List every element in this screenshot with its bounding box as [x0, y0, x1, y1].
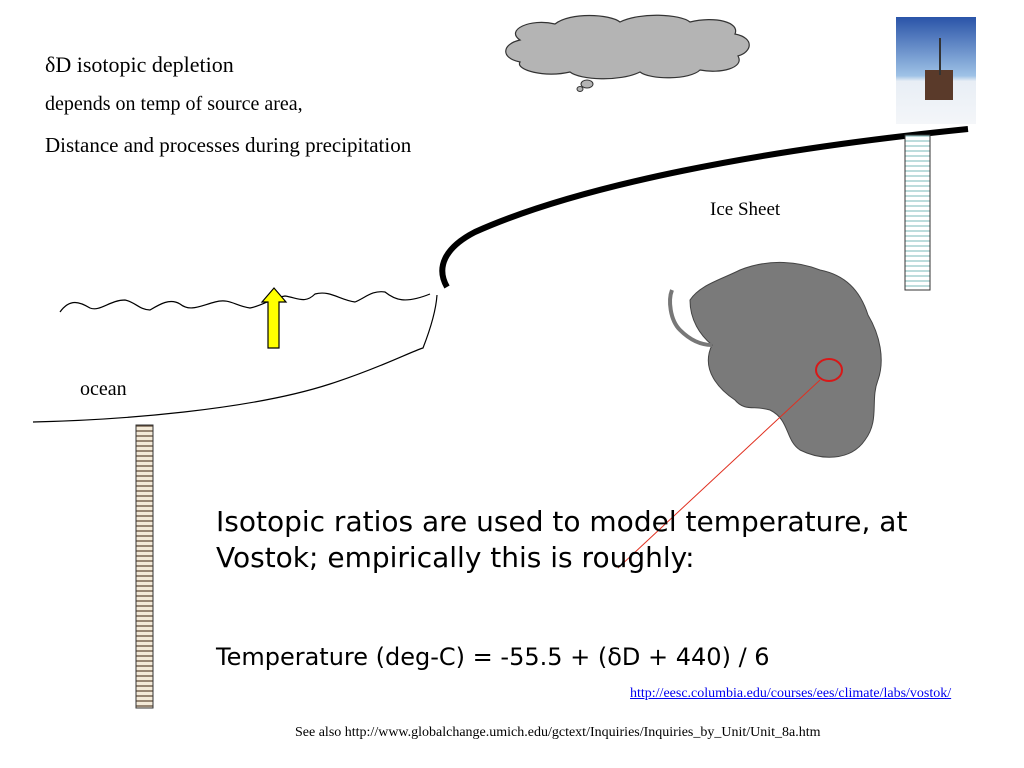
waves — [59, 291, 431, 313]
cloud-puff — [576, 86, 584, 92]
ice-sheet-surface — [439, 126, 969, 289]
ice-core — [904, 134, 931, 291]
cloud — [505, 14, 750, 80]
vostok-marker — [815, 358, 843, 382]
antarctica-map — [689, 262, 882, 458]
pointer-line — [617, 379, 821, 569]
link[interactable]: http://eesc.columbia.edu/courses/ees/cli… — [630, 686, 952, 701]
label: ocean — [80, 378, 127, 400]
heading-line: depends on temp of source area, — [45, 93, 303, 115]
coastline — [32, 294, 438, 423]
body-text: Isotopic ratios are used to model temper… — [216, 505, 908, 574]
ocean-core — [135, 424, 154, 709]
evaporation-arrow — [260, 287, 288, 349]
footnote: See also http://www.globalchange.umich.e… — [295, 725, 821, 740]
equation: Temperature (deg-C) = -55.5 + (δD + 440)… — [216, 643, 770, 671]
heading-line: Distance and processes during precipitat… — [45, 133, 412, 157]
cloud-puff — [580, 79, 594, 89]
label: Ice Sheet — [710, 199, 781, 220]
antarctic-peninsula — [668, 289, 713, 347]
heading-line: δD isotopic depletion — [45, 52, 234, 77]
